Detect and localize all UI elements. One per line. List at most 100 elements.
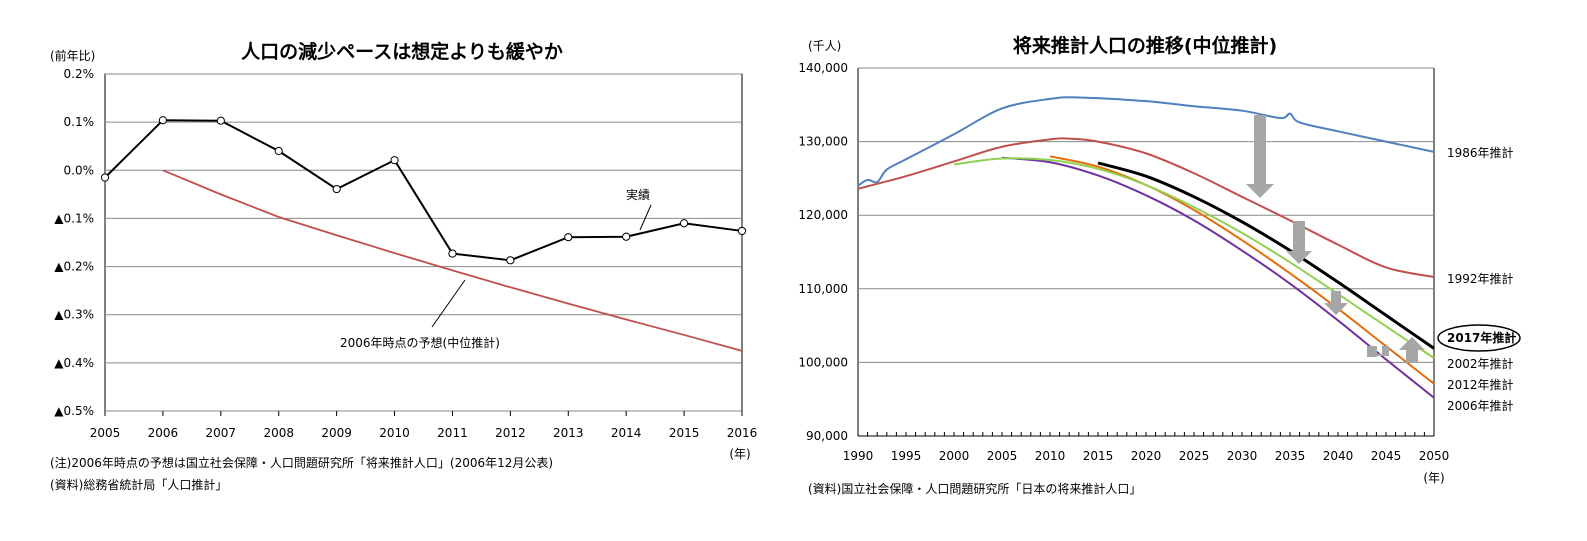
series-label: 2012年推計 <box>1447 377 1514 392</box>
right-y-tick-label: 110,000 <box>798 282 848 296</box>
right-x-tick-label: 1990 <box>843 449 874 463</box>
left-y-tick-label: ▲0.5% <box>54 404 94 418</box>
highlight-ellipse <box>1437 324 1521 352</box>
left-chart-title: 人口の減少ペースは想定よりも緩やか <box>241 40 563 63</box>
left-x-tick-label: 2016 <box>727 426 758 440</box>
right-grid <box>857 67 1435 437</box>
projection-line-2017年推計 <box>1097 161 1435 350</box>
right-note-1: (資料)国立社会保障・人口問題研究所「日本の将来推計人口」 <box>808 481 1141 496</box>
actual-point <box>390 156 399 165</box>
forecast-series-label: 2006年時点の予想(中位推計) <box>340 335 500 350</box>
left-x-tick-label: 2014 <box>611 426 642 440</box>
revision-down-arrow-1 <box>1246 115 1274 198</box>
actual-series-label: 実績 <box>626 187 650 202</box>
left-y-ticks: 0.2% 0.1% 0.0% ▲0.1% ▲0.2% ▲0.3% ▲0.4% ▲0.5% <box>54 67 94 418</box>
series-label: 1986年推計 <box>1447 145 1514 160</box>
right-x-tick-label: 2015 <box>1083 449 1114 463</box>
right-chart: 将来推計人口の推移(中位推計) (千人) 90,000 100,000 110,00… <box>798 34 1521 496</box>
actual-point <box>564 233 573 242</box>
left-x-tick-label: 2007 <box>206 426 237 440</box>
forecast-line <box>162 169 743 352</box>
right-x-tick-label: 2005 <box>987 449 1018 463</box>
left-grid <box>104 73 743 412</box>
left-x-tick-label: 2010 <box>379 426 410 440</box>
actual-line <box>104 119 743 262</box>
left-chart-y-unit: (前年比) <box>50 48 95 63</box>
left-x-tick-label: 2008 <box>263 426 294 440</box>
revision-up-arrow-1-body <box>1367 346 1377 357</box>
actual-point <box>332 184 341 194</box>
actual-point <box>506 256 515 265</box>
projection-line-2002年推計 <box>953 157 1435 359</box>
series-label: 1992年推計 <box>1447 271 1514 286</box>
right-x-ticks: 1990 1995 2000 2005 2010 2015 2020 2025 2030 2035… <box>843 432 1450 463</box>
revision-up-arrow-1 <box>1370 346 1389 356</box>
left-y-tick-label: ▲0.1% <box>54 211 94 225</box>
revision-arrows <box>1246 115 1425 363</box>
left-plot-frame <box>104 73 743 412</box>
right-x-tick-label: 2020 <box>1131 449 1162 463</box>
right-chart-x-unit: (年) <box>1423 471 1444 485</box>
actual-point <box>448 249 457 258</box>
right-x-tick-label: 2025 <box>1179 449 1210 463</box>
left-chart-x-unit: (年) <box>729 447 750 461</box>
revision-up-arrow-2 <box>1399 337 1425 363</box>
left-y-tick-label: ▲0.2% <box>54 260 94 274</box>
left-y-tick-label: 0.0% <box>64 163 95 177</box>
left-x-tick-label: 2011 <box>437 426 468 440</box>
right-chart-title: 将来推計人口の推移(中位推計) <box>1013 34 1277 57</box>
left-x-tick-label: 2015 <box>669 426 700 440</box>
right-y-tick-label: 120,000 <box>798 208 848 222</box>
actual-point <box>100 173 110 182</box>
right-chart-y-unit: (千人) <box>808 39 841 53</box>
projection-line-1992年推計 <box>857 137 1435 279</box>
right-series <box>857 96 1435 399</box>
revision-down-arrow-2 <box>1286 221 1312 264</box>
projection-line-2012年推計 <box>1049 155 1435 385</box>
right-x-tick-label: 2035 <box>1275 449 1306 463</box>
left-x-tick-label: 2012 <box>495 426 526 440</box>
actual-point <box>622 232 631 241</box>
right-x-tick-label: 2030 <box>1227 449 1258 463</box>
left-x-ticks: 2005 2006 2007 2008 2009 2010 2011 2012 2013 2014… <box>90 411 758 440</box>
right-x-tick-label: 1995 <box>891 449 922 463</box>
left-y-tick-label: ▲0.4% <box>54 356 94 370</box>
series-labels: 1986年推計 1992年推計 2017年推計 2002年推計 2012年推計 2006年… <box>1437 145 1521 413</box>
right-y-ticks: 90,000 100,000 110,000 120,000 130,000 140,00… <box>798 61 848 443</box>
right-x-tick-label: 2010 <box>1035 449 1066 463</box>
right-y-tick-label: 140,000 <box>798 61 848 75</box>
right-y-tick-label: 130,000 <box>798 135 848 149</box>
revision-down-arrow-3 <box>1324 291 1348 315</box>
left-x-tick-label: 2013 <box>553 426 584 440</box>
actual-callout-line <box>639 204 652 231</box>
left-note-2: (資料)総務省統計局「人口推計」 <box>50 477 227 492</box>
left-callouts: 実績 2006年時点の予想(中位推計) <box>340 187 652 350</box>
left-y-tick-label: ▲0.3% <box>54 308 94 322</box>
left-x-tick-label: 2005 <box>90 426 121 440</box>
left-series <box>100 116 747 352</box>
left-note-1: (注)2006年時点の予想は国立社会保障・人口問題研究所「将来推計人口」(200… <box>50 455 553 470</box>
actual-point <box>158 116 168 125</box>
forecast-callout-line <box>431 279 466 328</box>
actual-point <box>737 226 747 236</box>
right-x-tick-label: 2045 <box>1371 449 1402 463</box>
actual-point <box>679 219 689 228</box>
left-x-tick-label: 2009 <box>321 426 352 440</box>
projection-line-1986年推計 <box>857 96 1435 187</box>
left-chart: 人口の減少ペースは想定よりも緩やか (前年比) 0.2% 0.1% 0.0% ▲0.1… <box>50 40 757 492</box>
left-y-tick-label: 0.2% <box>64 67 95 81</box>
left-x-tick-label: 2006 <box>148 426 179 440</box>
right-x-tick-label: 2050 <box>1419 449 1450 463</box>
actual-point <box>216 116 225 125</box>
series-label: 2006年推計 <box>1447 398 1514 413</box>
right-x-tick-label: 2000 <box>939 449 970 463</box>
series-label: 2017年推計 <box>1447 330 1516 345</box>
right-x-tick-label: 2040 <box>1323 449 1354 463</box>
right-y-tick-label: 100,000 <box>798 355 848 369</box>
series-label: 2002年推計 <box>1447 356 1514 371</box>
projection-line-2006年推計 <box>1001 156 1435 399</box>
actual-point <box>274 146 283 156</box>
left-y-tick-label: 0.1% <box>64 115 95 129</box>
right-y-tick-label: 90,000 <box>806 429 848 443</box>
